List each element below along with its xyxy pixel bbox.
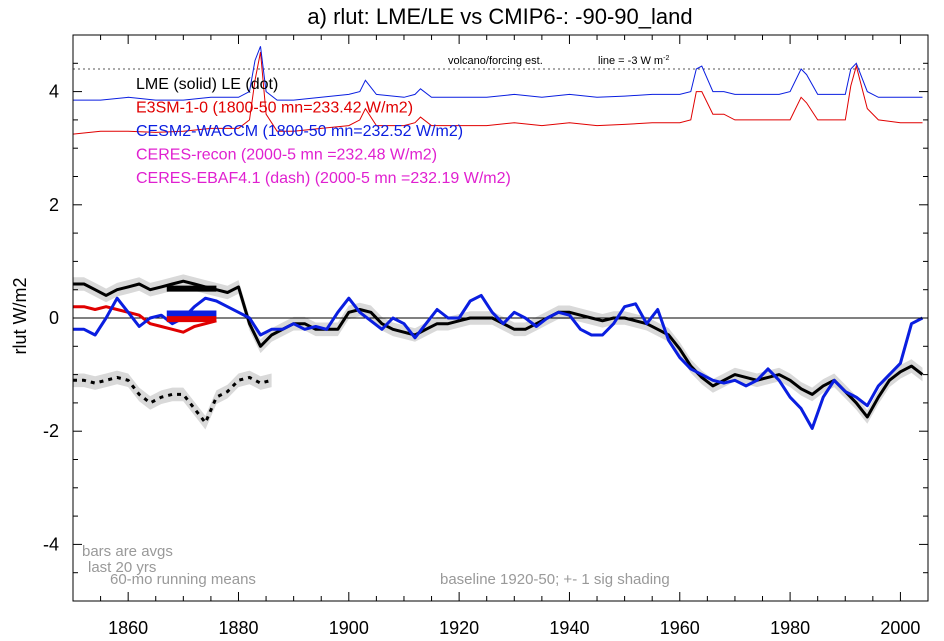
annotations: volcano/forcing est. line = -3 W m-2 bar… <box>82 55 670 588</box>
y-tick-label: -4 <box>43 534 59 554</box>
axes: 1860 1880 1900 1920 1940 1960 1980 2000 -4 -2 0 2 4 <box>43 34 929 638</box>
y-tick-label: -2 <box>43 421 59 441</box>
legend-entry: LME (solid) LE (dot) <box>136 76 278 93</box>
series-line-cesm2-waccm <box>73 293 924 430</box>
x-tick-label: 1880 <box>218 618 258 638</box>
baseline-note: baseline 1920-50; +- 1 sig shading <box>440 571 670 588</box>
bars-note-1: bars are avgs <box>82 543 173 560</box>
x-tick-label: 1980 <box>770 618 810 638</box>
x-tick-label: 1940 <box>549 618 589 638</box>
x-tick-label: 1860 <box>108 618 148 638</box>
series-line-e3sm-1-0 <box>73 305 217 334</box>
cesm-forcing-line <box>73 46 923 101</box>
volcano-annotation: volcano/forcing est. <box>448 55 543 67</box>
legend-entry: E3SM-1-0 (1800-50 mn=233.42 W/m2) <box>136 100 413 117</box>
shade-band <box>73 274 923 424</box>
x-tick-label: 2000 <box>880 618 920 638</box>
y-tick-label: 2 <box>49 195 59 215</box>
running-mean-note: 60-mo running means <box>110 571 256 588</box>
series-layer <box>72 46 928 430</box>
y-tick-label: 0 <box>49 308 59 328</box>
y-tick-label: 4 <box>49 82 59 102</box>
shade-band <box>73 370 272 430</box>
legend: LME (solid) LE (dot) E3SM-1-0 (1800-50 mn… <box>136 76 511 187</box>
chart-title: a) rlut: LME/LE vs CMIP6-: -90-90_land <box>307 4 692 29</box>
line-note-annotation: line = -3 W m-2 <box>598 55 669 67</box>
y-axis-label: rlut W/m2 <box>10 277 30 354</box>
bars-note-2: last 20 yrs <box>88 559 156 576</box>
e3sm-forcing-line <box>72 51 923 135</box>
legend-entry: CESM2-WACCM (1800-50 mn=232.52 W/m2) <box>136 123 463 140</box>
legend-entry: CERES-EBAF4.1 (dash) (2000-5 mn =232.19 … <box>136 170 511 187</box>
sigma-shading <box>73 274 923 430</box>
x-tick-label: 1960 <box>660 618 700 638</box>
legend-entry: CERES-recon (2000-5 mn =232.48 W/m2) <box>136 147 437 164</box>
x-tick-label: 1900 <box>329 618 369 638</box>
x-tick-label: 1920 <box>439 618 479 638</box>
